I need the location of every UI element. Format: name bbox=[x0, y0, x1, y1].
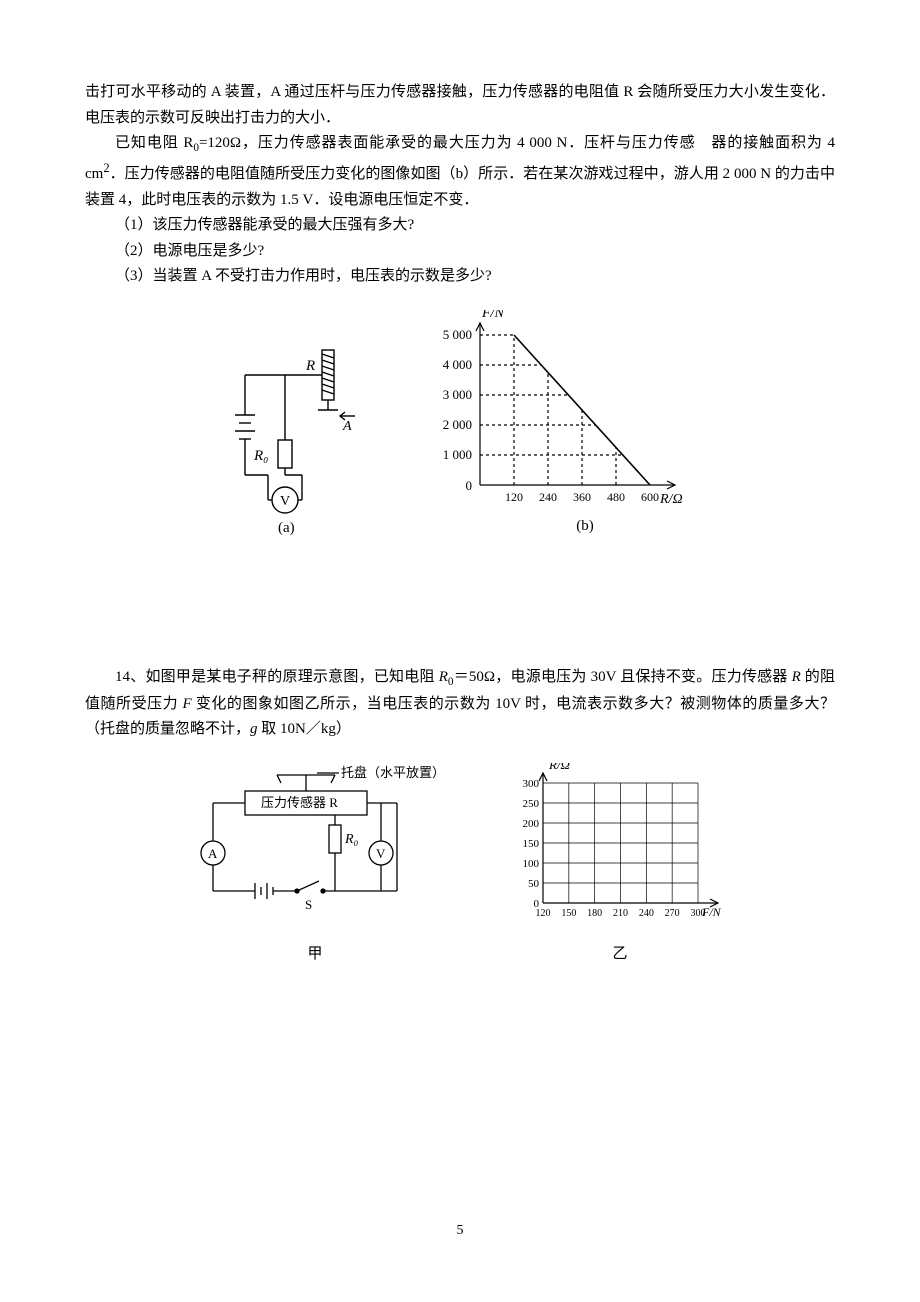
svg-text:270: 270 bbox=[665, 908, 680, 919]
svg-text:4 000: 4 000 bbox=[443, 357, 472, 372]
p14-F: F bbox=[182, 696, 191, 712]
svg-text:R/Ω: R/Ω bbox=[659, 492, 683, 507]
svg-text:5 000: 5 000 bbox=[443, 327, 472, 342]
p13-q1: （1）该压力传感器能承受的最大压强有多大? bbox=[115, 213, 835, 239]
figure-row-jia-yi: 托盘（水平放置） 压力传感器 R R₀ A V S 甲 050100150200… bbox=[85, 763, 835, 963]
svg-text:180: 180 bbox=[587, 908, 602, 919]
svg-text:F/N: F/N bbox=[481, 310, 504, 321]
figa-R-label: R bbox=[305, 358, 315, 374]
p14-a: 14、如图甲是某电子秤的原理示意图，已知电阻 bbox=[115, 669, 439, 685]
svg-text:2 000: 2 000 bbox=[443, 417, 472, 432]
p13-line1: 击打可水平移动的 A 装置，A 通过压杆与压力传感器接触，压力传感器的电阻值 R… bbox=[85, 80, 835, 131]
figure-jia-svg: 托盘（水平放置） 压力传感器 R R₀ A V S bbox=[185, 763, 445, 933]
p13-line2-c: ．压力传感器的电阻值随所受压力变化的图像如图（b）所示．若在某次游戏过程中，游人… bbox=[85, 166, 835, 208]
svg-text:150: 150 bbox=[523, 838, 540, 850]
figure-b-svg: 1 000 2 000 3 000 4 000 5 000 0 120 240 360 480 60… bbox=[410, 310, 710, 540]
svg-text:240: 240 bbox=[639, 908, 654, 919]
svg-text:100: 100 bbox=[523, 858, 540, 870]
figure-a-svg: R A R₀ V (a) bbox=[210, 320, 370, 540]
figyi-caption: 乙 bbox=[505, 942, 735, 963]
figjia-S: S bbox=[305, 897, 312, 912]
svg-text:120: 120 bbox=[536, 908, 551, 919]
p14-b: ＝50Ω，电源电压为 30V 且保持不变。压力传感器 bbox=[453, 669, 791, 685]
figjia-sensor: 压力传感器 R bbox=[261, 795, 338, 810]
figure-yi-svg: 050100150200250300120150180210240270300R… bbox=[505, 763, 735, 933]
p13-q3: （3）当装置 A 不受打击力作用时，电压表的示数是多少? bbox=[115, 264, 835, 290]
svg-text:R/Ω: R/Ω bbox=[548, 763, 570, 772]
svg-text:240: 240 bbox=[539, 490, 557, 504]
p13-line2: 已知电阻 R0=120Ω，压力传感器表面能承受的最大压力为 4 000 N．压杆… bbox=[85, 131, 835, 213]
figure-row-ab: R A R₀ V (a) 1 0002 0003 0004 0005 00001… bbox=[85, 310, 835, 545]
svg-text:50: 50 bbox=[528, 878, 540, 890]
p14-Rvar: R bbox=[792, 669, 801, 685]
figure-yi-wrap: 050100150200250300120150180210240270300R… bbox=[505, 763, 735, 963]
figa-V-label: V bbox=[280, 494, 290, 509]
svg-text:210: 210 bbox=[613, 908, 628, 919]
svg-text:120: 120 bbox=[505, 490, 523, 504]
p14-e: 取 10N／kg） bbox=[258, 721, 351, 737]
figjia-V: V bbox=[376, 846, 386, 861]
p13-line2-a: 已知电阻 R bbox=[115, 135, 193, 151]
figjia-A: A bbox=[208, 846, 218, 861]
svg-text:300: 300 bbox=[523, 778, 540, 790]
svg-text:150: 150 bbox=[561, 908, 576, 919]
p14-g: g bbox=[250, 721, 258, 737]
svg-text:0: 0 bbox=[466, 478, 473, 493]
p13-q2: （2）电源电压是多少? bbox=[115, 239, 835, 265]
page-container: 击打可水平移动的 A 装置，A 通过压杆与压力传感器接触，压力传感器的电阻值 R… bbox=[0, 0, 920, 1279]
figjia-tray: 托盘（水平放置） bbox=[341, 765, 445, 780]
svg-text:3 000: 3 000 bbox=[443, 387, 472, 402]
p14-R: R bbox=[439, 669, 448, 685]
svg-text:250: 250 bbox=[523, 798, 540, 810]
svg-text:F/N: F/N bbox=[701, 905, 722, 919]
svg-text:480: 480 bbox=[607, 490, 625, 504]
figjia-R0: R₀ bbox=[344, 832, 359, 847]
svg-text:360: 360 bbox=[573, 490, 591, 504]
svg-text:200: 200 bbox=[523, 818, 540, 830]
figjia-caption: 甲 bbox=[185, 942, 445, 963]
figure-a-wrap: R A R₀ V (a) bbox=[210, 320, 370, 545]
figure-b-wrap: 1 000 2 000 3 000 4 000 5 000 0 120 240 360 480 60… bbox=[410, 310, 710, 545]
svg-text:600: 600 bbox=[641, 490, 659, 504]
svg-text:(b): (b) bbox=[576, 518, 594, 534]
figa-A-label: A bbox=[342, 419, 352, 434]
figa-caption: (a) bbox=[278, 520, 295, 536]
p14-d: 变化的图象如图乙所示，当电压表的示数为 10V 时，电流表示数多大？被测物体的质… bbox=[85, 696, 835, 738]
p14-text: 14、如图甲是某电子秤的原理示意图，已知电阻 R0＝50Ω，电源电压为 30V … bbox=[85, 665, 835, 743]
page-number: 5 bbox=[85, 1223, 835, 1239]
figa-R0-label: R₀ bbox=[253, 448, 268, 464]
figure-jia-wrap: 托盘（水平放置） 压力传感器 R R₀ A V S 甲 bbox=[185, 763, 445, 963]
svg-text:1 000: 1 000 bbox=[443, 447, 472, 462]
